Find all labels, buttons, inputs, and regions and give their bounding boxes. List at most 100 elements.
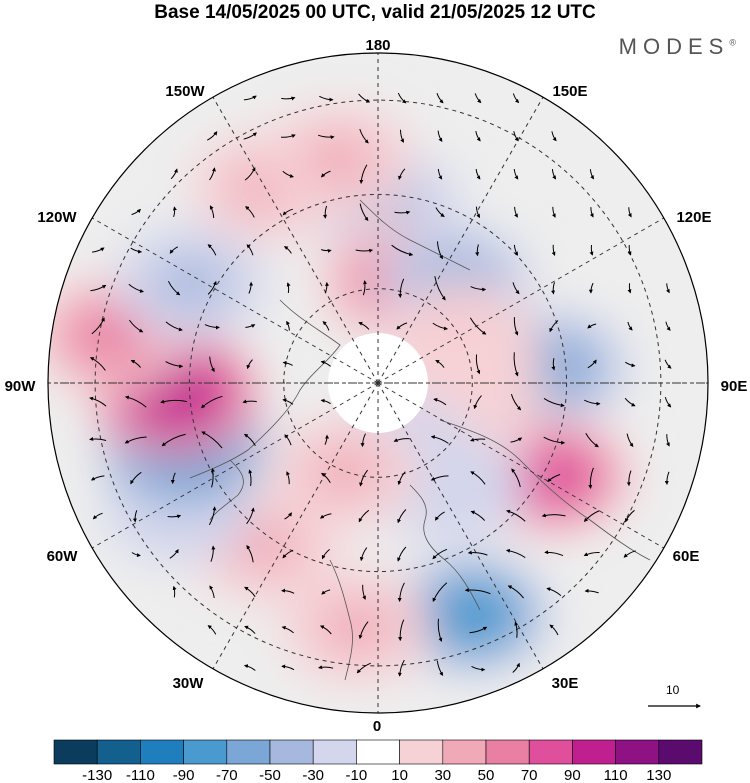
wind-arrow [547, 474, 561, 483]
colorbar: -130 -110 -90 -70 -50 -30 -10 10 30 50 70 90 110 130 [53, 739, 703, 783]
wind-arrow [248, 281, 254, 294]
wind-arrow [281, 588, 295, 594]
wind-arrow [243, 95, 257, 101]
wind-arrow [243, 664, 256, 671]
wind-arrow [322, 321, 330, 331]
coastline-hudson [209, 459, 244, 521]
wind-arrow [475, 354, 481, 375]
wind-arrow [321, 589, 331, 595]
registered-mark: ® [729, 37, 736, 48]
wind-arrow [128, 319, 144, 333]
colorbar-tick-label: 30 [434, 767, 451, 783]
wind-arrow [464, 587, 491, 595]
wind-arrow [131, 552, 141, 558]
wind-arrow [432, 582, 448, 603]
wind-arrow [510, 394, 522, 411]
colorbar-tick-label: -90 [173, 767, 195, 783]
wind-arrow [130, 471, 142, 485]
wind-arrow [432, 548, 448, 560]
wind-arrow [475, 131, 481, 142]
wind-arrow [627, 283, 632, 294]
wind-arrow [513, 317, 519, 336]
wind-arrow [587, 359, 597, 369]
label-150w: 150W [165, 83, 205, 100]
meridian-line [377, 96, 544, 384]
wind-arrow [551, 244, 556, 256]
wind-arrow [359, 203, 369, 222]
wind-arrow [242, 399, 257, 404]
wind-arrow [398, 168, 406, 180]
label-30e: 30E [552, 675, 579, 692]
wind-arrow [398, 619, 405, 642]
wind-arrow [430, 475, 449, 481]
wind-arrow [511, 468, 521, 488]
wind-arrow [507, 585, 524, 599]
wind-arrow [432, 322, 448, 331]
wind-arrow [124, 436, 147, 444]
wind-arrow [584, 588, 599, 594]
wind-arrow [209, 356, 215, 373]
wind-arrow [92, 247, 105, 253]
wind-arrow [397, 582, 405, 602]
wind-arrow [623, 550, 636, 558]
anomaly-center [263, 103, 414, 217]
wind-arrow [588, 282, 594, 294]
colorbar-swatch [615, 739, 660, 765]
wind-arrow [393, 438, 410, 442]
wind-arrow [321, 549, 330, 560]
colorbar-swatch [183, 739, 228, 765]
wind-arrow [281, 625, 294, 634]
colorbar-swatch [528, 739, 573, 765]
wind-arrow [551, 358, 556, 371]
wind-arrow [244, 586, 256, 597]
wind-arrow [319, 513, 332, 519]
wind-arrow [394, 210, 411, 215]
colorbar-tick-label: -70 [216, 767, 238, 783]
wind-arrow [211, 467, 215, 488]
wind-arrow [514, 206, 518, 218]
colorbar-tick-label: -110 [126, 767, 155, 783]
meridian-line [91, 217, 379, 384]
wind-arrow [320, 398, 331, 405]
colorbar-swatch [399, 739, 444, 765]
wind-arrow [627, 321, 633, 331]
wind-arrow [204, 324, 220, 330]
wind-arrow [470, 437, 486, 442]
wind-arrow [513, 244, 519, 256]
wind-arrow [513, 168, 519, 180]
wind-vectors [89, 92, 672, 677]
wind-arrow [513, 131, 519, 142]
wind-arrow [90, 475, 105, 481]
wind-arrow [128, 283, 144, 293]
wind-arrow [243, 433, 256, 446]
wind-arrow [355, 248, 374, 253]
coastline-chukotka [359, 199, 471, 271]
wind-arrow [92, 512, 103, 520]
wind-arrow [626, 470, 632, 487]
wind-arrow [210, 545, 216, 562]
wind-arrow [282, 360, 293, 366]
wind-arrow [666, 434, 670, 447]
wind-arrow [470, 286, 487, 292]
wind-arrow [510, 437, 523, 443]
wind-arrow [470, 471, 486, 485]
wind-arrow [397, 471, 406, 486]
latitude-circle [283, 288, 473, 478]
wind-arrow [505, 548, 526, 559]
wind-arrow [89, 436, 107, 441]
label-0: 0 [373, 718, 381, 735]
wind-arrow [282, 549, 294, 559]
meridian-line [91, 382, 379, 549]
wind-arrow [362, 584, 366, 600]
meridian-line [377, 382, 544, 670]
wind-arrow [397, 546, 407, 562]
wind-arrow [474, 93, 482, 104]
wind-arrow [475, 168, 481, 180]
modes-logo: MODES® [619, 34, 736, 60]
wind-arrow [131, 208, 141, 216]
wind-arrow [435, 359, 445, 368]
wind-arrow [209, 585, 215, 599]
colorbar-tick-label: 10 [391, 767, 408, 783]
wind-arrow [243, 132, 257, 140]
